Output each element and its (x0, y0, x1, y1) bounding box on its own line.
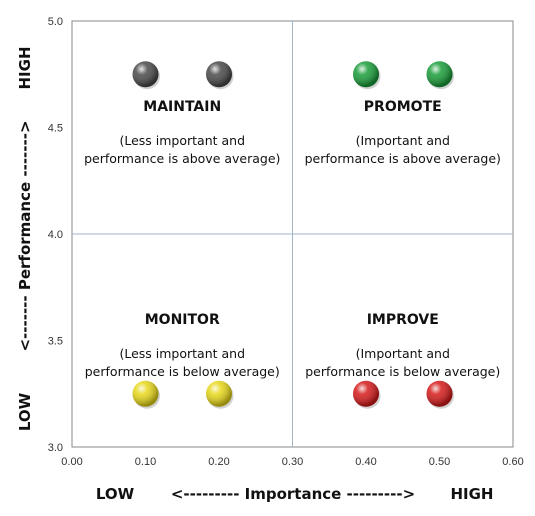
quadrant-desc-line2: performance is above average) (84, 151, 280, 166)
x-tick-labels: 0.00 0.10 0.20 0.30 0.40 0.50 0.60 (61, 456, 523, 468)
y-tick-label: 3.0 (48, 442, 63, 454)
x-tick-label: 0.40 (355, 456, 376, 468)
x-tick-label: 0.50 (429, 456, 450, 468)
quadrant-title: MONITOR (145, 312, 220, 328)
x-tick-label: 0.30 (282, 456, 303, 468)
x-tick-label: 0.00 (61, 456, 82, 468)
point-highlight (132, 61, 159, 88)
y-tick-label: 5.0 (48, 16, 63, 28)
quadrant-title: IMPROVE (367, 312, 439, 328)
x-axis-title: <--------- Importance ---------> (171, 485, 415, 503)
quadrant-desc-line1: (Important and (356, 346, 450, 361)
x-tick-label: 0.20 (208, 456, 229, 468)
quadrant-desc-line1: (Important and (356, 133, 450, 148)
quadrant-title: PROMOTE (364, 99, 442, 115)
point-highlight (206, 61, 232, 88)
y-tick-label: 3.5 (48, 336, 63, 348)
data-point (132, 61, 160, 90)
quadrant-title: MAINTAIN (143, 99, 221, 115)
point-highlight (353, 61, 379, 88)
x-axis-high-label: HIGH (450, 485, 493, 503)
data-point (426, 61, 454, 90)
y-axis-title: <------- Performance -------> (16, 120, 34, 351)
y-tick-label: 4.5 (48, 123, 63, 135)
point-highlight (132, 380, 159, 407)
quadrant-desc-line2: performance is above average) (305, 151, 501, 166)
quadrant-improve: IMPROVE (Important and performance is belo… (305, 312, 500, 379)
quadrant-desc-line2: performance is below average) (85, 364, 280, 379)
quadrant-desc-line1: (Less important and (119, 133, 245, 148)
data-point (206, 380, 234, 409)
y-tick-label: 4.0 (48, 229, 63, 241)
quadrant-desc-line2: performance is below average) (305, 364, 500, 379)
point-highlight (426, 61, 453, 88)
data-point (353, 61, 381, 90)
data-points (132, 61, 454, 409)
data-point (132, 380, 160, 409)
x-tick-label: 0.60 (502, 456, 523, 468)
point-highlight (426, 380, 453, 407)
data-point (206, 61, 234, 90)
data-point (353, 380, 381, 409)
quadrant-monitor: MONITOR (Less important and performance is… (85, 312, 280, 379)
quadrant-labels: MAINTAIN (Less important and performance i… (84, 99, 501, 379)
quadrant-maintain: MAINTAIN (Less important and performance i… (84, 99, 280, 166)
data-point (426, 380, 454, 409)
y-axis-low-label: LOW (16, 392, 34, 431)
quadrant-desc-line1: (Less important and (119, 346, 245, 361)
y-tick-labels: 3.0 3.5 4.0 4.5 5.0 (48, 16, 63, 454)
x-tick-label: 0.10 (135, 456, 156, 468)
y-axis-high-label: HIGH (16, 46, 34, 89)
x-axis-low-label: LOW (96, 485, 135, 503)
quadrant-promote: PROMOTE (Important and performance is abov… (305, 99, 501, 166)
point-highlight (353, 380, 379, 407)
point-highlight (206, 380, 232, 407)
